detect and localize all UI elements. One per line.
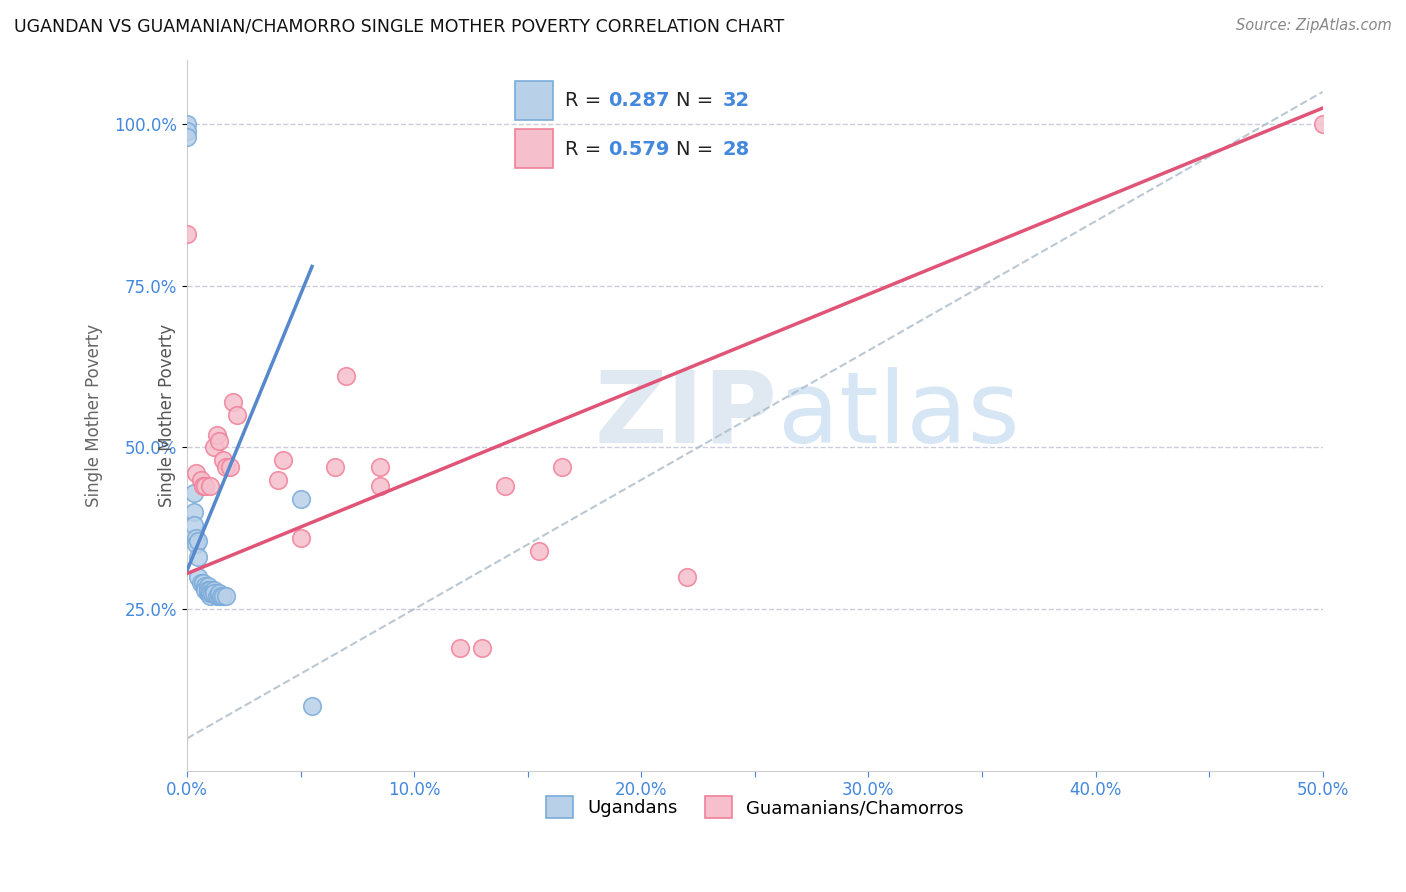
Point — [221, 395, 243, 409]
Point — [208, 434, 231, 448]
Text: ZIP: ZIP — [595, 367, 778, 464]
Legend: Ugandans, Guamanians/Chamorros: Ugandans, Guamanians/Chamorros — [538, 789, 972, 826]
Point — [368, 479, 391, 493]
Point — [186, 467, 208, 481]
Point — [191, 479, 214, 493]
Point — [471, 640, 494, 655]
Y-axis label: Single Mother Poverty: Single Mother Poverty — [86, 324, 103, 507]
Point — [176, 117, 198, 131]
Point — [205, 427, 228, 442]
Point — [202, 582, 225, 597]
Point — [301, 699, 323, 714]
Point — [290, 492, 312, 507]
Point — [194, 582, 217, 597]
Point — [187, 570, 209, 584]
Point — [271, 453, 294, 467]
Point — [494, 479, 516, 493]
Point — [205, 589, 228, 603]
Point — [187, 534, 209, 549]
FancyBboxPatch shape — [516, 81, 553, 120]
Text: R =: R = — [565, 91, 607, 110]
Point — [187, 550, 209, 565]
Text: 32: 32 — [723, 91, 749, 110]
Point — [209, 589, 232, 603]
Point — [190, 473, 212, 487]
Text: N =: N = — [676, 140, 720, 159]
Text: UGANDAN VS GUAMANIAN/CHAMORRO SINGLE MOTHER POVERTY CORRELATION CHART: UGANDAN VS GUAMANIAN/CHAMORRO SINGLE MOT… — [14, 18, 785, 36]
Text: R =: R = — [565, 140, 607, 159]
Text: Source: ZipAtlas.com: Source: ZipAtlas.com — [1236, 18, 1392, 33]
Point — [186, 537, 208, 551]
Point — [215, 589, 238, 603]
Point — [197, 586, 219, 600]
Point — [335, 369, 357, 384]
Point — [198, 589, 221, 603]
FancyBboxPatch shape — [516, 129, 553, 168]
Point — [186, 531, 208, 545]
Point — [183, 485, 205, 500]
Point — [208, 589, 231, 603]
Point — [527, 544, 550, 558]
Point — [323, 459, 346, 474]
Point — [208, 586, 231, 600]
Point — [183, 505, 205, 519]
Text: 0.579: 0.579 — [609, 140, 669, 159]
Point — [198, 479, 221, 493]
Point — [176, 227, 198, 241]
Point — [197, 582, 219, 597]
Point — [176, 124, 198, 138]
Point — [194, 579, 217, 593]
Point — [267, 473, 290, 487]
Y-axis label: Single Mother Poverty: Single Mother Poverty — [157, 324, 176, 507]
Point — [191, 576, 214, 591]
Point — [212, 453, 235, 467]
Text: N =: N = — [676, 91, 720, 110]
Text: 0.287: 0.287 — [609, 91, 669, 110]
Point — [190, 576, 212, 591]
Point — [202, 441, 225, 455]
Point — [201, 586, 224, 600]
Text: 28: 28 — [723, 140, 749, 159]
Point — [551, 459, 574, 474]
Point — [226, 408, 249, 422]
Point — [198, 586, 221, 600]
Point — [219, 459, 242, 474]
Point — [183, 518, 205, 533]
Point — [197, 579, 219, 593]
Point — [212, 589, 235, 603]
Point — [215, 459, 238, 474]
Text: atlas: atlas — [778, 367, 1019, 464]
Point — [290, 531, 312, 545]
Point — [449, 640, 471, 655]
Point — [368, 459, 391, 474]
Point — [675, 570, 697, 584]
Point — [202, 586, 225, 600]
Point — [1312, 117, 1334, 131]
Point — [198, 582, 221, 597]
Point — [176, 130, 198, 145]
Point — [194, 479, 217, 493]
